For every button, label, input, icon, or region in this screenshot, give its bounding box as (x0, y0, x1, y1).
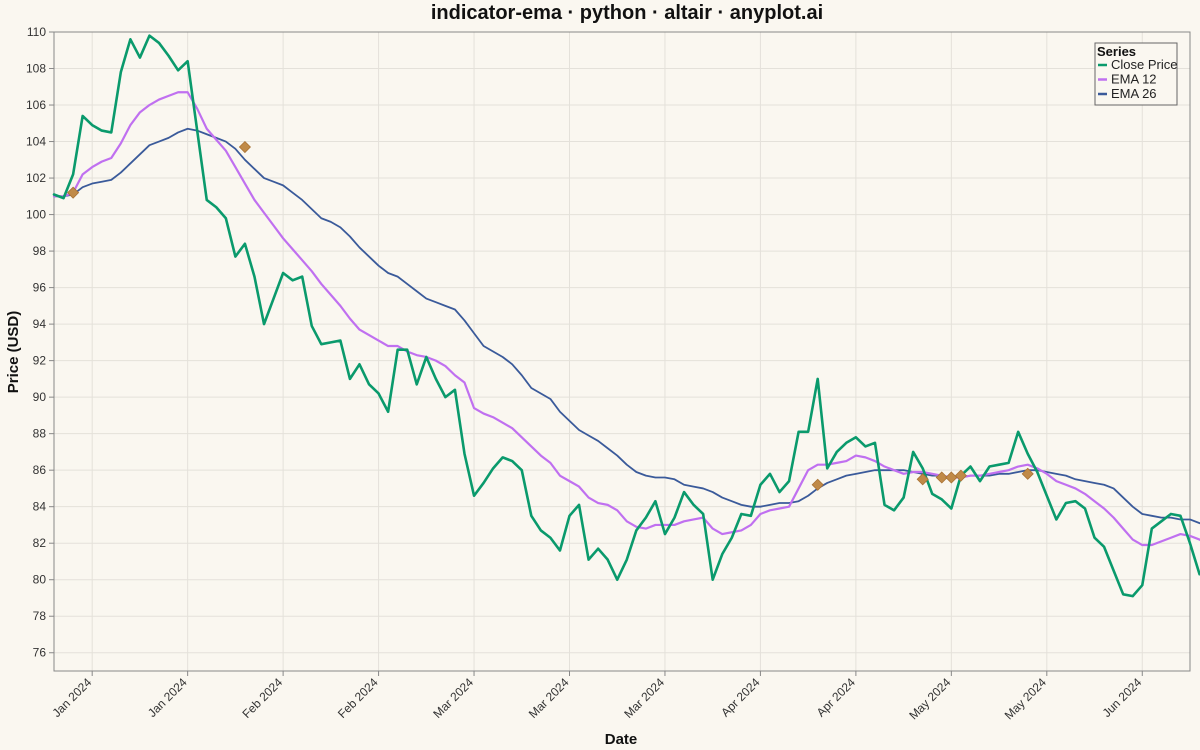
plot-frame (53, 31, 1191, 672)
y-tick-label: 84 (33, 500, 47, 514)
y-tick-label: 100 (26, 208, 46, 222)
crossover-marker (954, 469, 967, 482)
y-tick-label: 86 (33, 463, 47, 477)
ema-26-line (53, 127, 1200, 525)
crossover-marker (238, 140, 251, 154)
y-tick-label: 94 (33, 317, 47, 331)
crossover-marker (916, 473, 929, 486)
ema-12-line (52, 91, 1200, 547)
y-tick-label: 106 (26, 98, 46, 112)
crossover-marker (67, 186, 80, 199)
legend-item-label: Close Price (1111, 57, 1177, 72)
chart-title: indicator-ema · python · altair · anyplo… (431, 2, 823, 24)
x-axis-label: Date (605, 731, 638, 748)
close-price-line (52, 34, 1200, 598)
crossover-markers (67, 140, 1034, 491)
crossover-marker (935, 471, 948, 484)
y-axis-label: Price (USD) (5, 311, 22, 394)
legend-item-label: EMA 12 (1111, 72, 1157, 87)
legend-title: Series (1097, 44, 1136, 59)
y-tick-label: 80 (33, 573, 47, 587)
legend-box (1094, 42, 1178, 106)
crossover-marker (811, 478, 824, 491)
y-tick-label: 104 (26, 135, 46, 149)
y-tick-label: 108 (26, 62, 46, 76)
legend-item-label: EMA 26 (1111, 86, 1157, 101)
y-tick-label: 90 (33, 390, 47, 404)
y-tick-label: 96 (33, 281, 47, 295)
y-tick-label: 78 (33, 609, 47, 623)
crossover-marker (1021, 467, 1034, 480)
y-tick-label: 102 (26, 171, 46, 185)
y-tick-label: 88 (33, 427, 47, 441)
y-tick-label: 98 (33, 244, 47, 258)
y-tick-label: 110 (27, 25, 46, 39)
y-tick-label: 92 (33, 354, 47, 368)
y-tick-label: 76 (33, 646, 47, 660)
y-tick-label: 82 (33, 536, 47, 550)
series-lines (52, 34, 1200, 598)
